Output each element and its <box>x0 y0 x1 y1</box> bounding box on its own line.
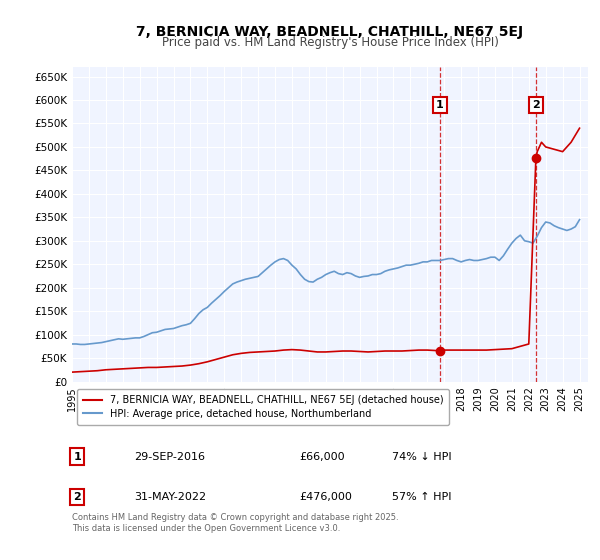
Text: 1: 1 <box>73 451 81 461</box>
Text: 31-MAY-2022: 31-MAY-2022 <box>134 492 206 502</box>
Text: 57% ↑ HPI: 57% ↑ HPI <box>392 492 451 502</box>
Text: 29-SEP-2016: 29-SEP-2016 <box>134 451 205 461</box>
Text: 7, BERNICIA WAY, BEADNELL, CHATHILL, NE67 5EJ: 7, BERNICIA WAY, BEADNELL, CHATHILL, NE6… <box>136 25 524 39</box>
Text: £476,000: £476,000 <box>299 492 352 502</box>
Text: Price paid vs. HM Land Registry's House Price Index (HPI): Price paid vs. HM Land Registry's House … <box>161 36 499 49</box>
Text: Contains HM Land Registry data © Crown copyright and database right 2025.
This d: Contains HM Land Registry data © Crown c… <box>72 514 398 533</box>
Text: 2: 2 <box>532 100 540 110</box>
Text: 74% ↓ HPI: 74% ↓ HPI <box>392 451 452 461</box>
Text: 1: 1 <box>436 100 444 110</box>
Legend: 7, BERNICIA WAY, BEADNELL, CHATHILL, NE67 5EJ (detached house), HPI: Average pri: 7, BERNICIA WAY, BEADNELL, CHATHILL, NE6… <box>77 389 449 424</box>
Text: £66,000: £66,000 <box>299 451 344 461</box>
Text: 2: 2 <box>73 492 81 502</box>
